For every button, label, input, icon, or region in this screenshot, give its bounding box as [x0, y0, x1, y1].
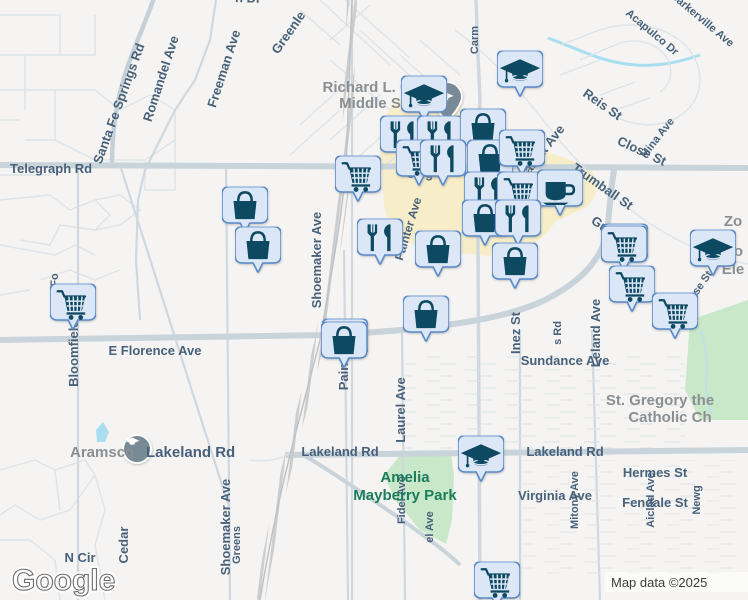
svg-text:Amelia: Amelia — [380, 469, 430, 486]
svg-text:Lakeland Rd: Lakeland Rd — [301, 444, 378, 459]
svg-text:Lakeland Rd: Lakeland Rd — [146, 444, 235, 461]
svg-text:Greens: Greens — [231, 526, 243, 564]
svg-text:Mayberry Park: Mayberry Park — [353, 487, 457, 504]
svg-text:n Dr: n Dr — [235, 0, 262, 6]
svg-text:Aramsco: Aramsco — [70, 444, 134, 461]
svg-text:Carm: Carm — [469, 26, 481, 54]
svg-text:Laurel Ave: Laurel Ave — [393, 377, 408, 443]
svg-text:Catholic Ch: Catholic Ch — [628, 409, 711, 426]
svg-text:el Ave: el Ave — [424, 511, 436, 543]
svg-text:Hermes St: Hermes St — [623, 465, 688, 480]
svg-text:Google: Google — [12, 564, 115, 597]
svg-text:Telegraph Rd: Telegraph Rd — [10, 161, 92, 176]
svg-text:N Cir: N Cir — [64, 550, 95, 565]
svg-text:Shoemaker Ave: Shoemaker Ave — [309, 212, 324, 309]
svg-text:Inez St: Inez St — [508, 311, 523, 354]
svg-text:Zo: Zo — [724, 213, 742, 230]
svg-text:s Rd: s Rd — [552, 321, 564, 345]
svg-text:Mitony Ave: Mitony Ave — [569, 471, 581, 529]
svg-text:Lakeland Rd: Lakeland Rd — [526, 444, 603, 459]
svg-text:St. Gregory the: St. Gregory the — [606, 392, 714, 409]
svg-text:Cedar: Cedar — [116, 527, 131, 564]
svg-text:Leland Ave: Leland Ave — [588, 299, 603, 367]
svg-text:Map data ©2025: Map data ©2025 — [611, 575, 707, 590]
svg-text:Fendale St: Fendale St — [622, 495, 688, 510]
svg-text:Newg: Newg — [691, 485, 703, 514]
svg-text:Middle S: Middle S — [339, 95, 401, 112]
svg-text:E Florence Ave: E Florence Ave — [109, 343, 202, 358]
